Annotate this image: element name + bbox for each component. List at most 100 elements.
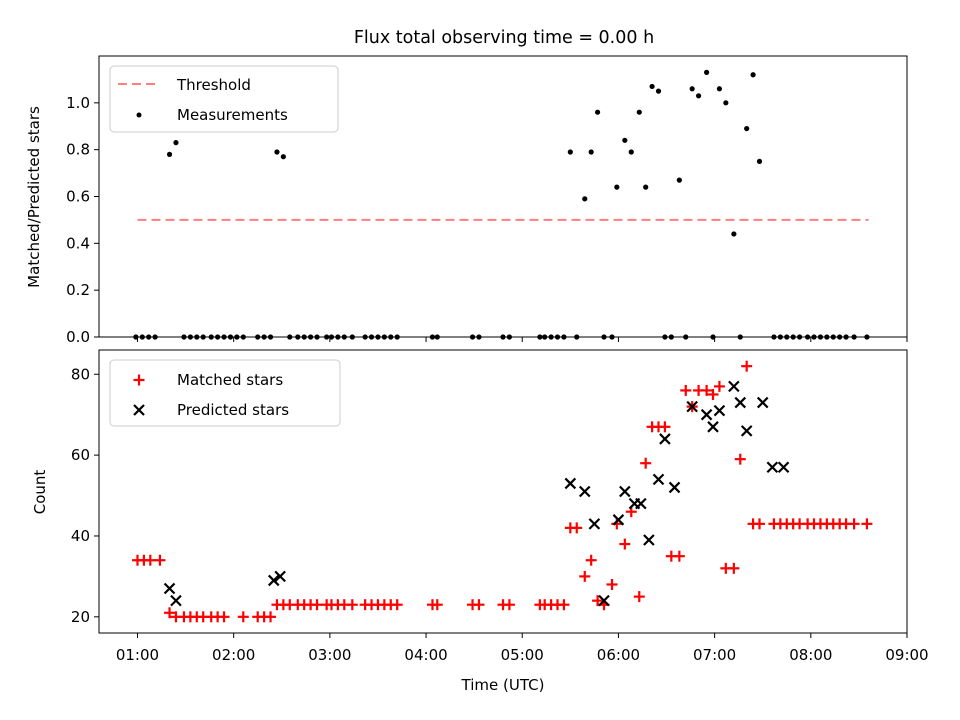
bottom-plot-frame [98, 349, 908, 634]
predicted-star-point [598, 594, 610, 607]
measurement-point [582, 196, 588, 202]
matched-star-point [680, 384, 692, 396]
bottom-legend: Matched stars Predicted stars [109, 359, 341, 427]
chart-title: Flux total observing time = 0.00 h [354, 28, 654, 48]
legend-predicted-marker [133, 404, 145, 416]
predicted-star-point [564, 477, 577, 490]
top-y-tick-label: 0.0 [66, 328, 90, 346]
legend-predicted-label: Predicted stars [177, 401, 289, 419]
measurement-point [695, 93, 702, 99]
bottom-x-tick-label: 09:00 [885, 646, 928, 664]
bottom-x-tick-label: 06:00 [597, 646, 640, 664]
matched-star-point [619, 538, 631, 550]
matched-star-point [848, 518, 860, 530]
matched-star-point [701, 384, 713, 396]
bottom-y-tick-label: 80 [71, 365, 90, 383]
predicted-star-point [668, 481, 681, 494]
matched-star-point [640, 457, 652, 469]
measurement-point [274, 149, 280, 155]
matched-star-point [754, 518, 766, 530]
predicted-star-point [728, 380, 740, 393]
matched-star-point [579, 570, 591, 582]
measurement-point [588, 149, 594, 155]
matched-star-point [144, 554, 156, 566]
predicted-star-point [163, 582, 176, 595]
matched-star-point [346, 599, 358, 611]
matched-star-point [558, 599, 570, 611]
measurement-point [567, 149, 573, 155]
legend-threshold-label: Threshold [176, 76, 251, 94]
measurement-point [166, 151, 173, 157]
measurement-point [643, 184, 649, 190]
matched-star-point [391, 599, 403, 611]
predicted-star-point [766, 461, 779, 474]
predicted-star-point [777, 461, 790, 474]
matched-star-point [154, 554, 166, 566]
measurement-point [280, 154, 286, 160]
measurement-point [636, 109, 642, 115]
legend-measurements-label: Measurements [177, 106, 288, 124]
matched-star-point [606, 578, 618, 590]
matched-star-point [728, 562, 740, 574]
matched-star-point [311, 599, 323, 611]
predicted-star-point [652, 473, 665, 486]
predicted-star-point [713, 404, 726, 417]
matched-star-point [592, 595, 604, 607]
predicted-star-point [643, 534, 655, 546]
predicted-star-point [756, 396, 769, 409]
matched-stars-points [131, 360, 873, 623]
top-legend: Threshold Measurements [109, 65, 339, 133]
top-y-tick-label: 0.2 [66, 281, 90, 299]
top-legend-box [109, 65, 339, 133]
matched-star-point [633, 591, 645, 603]
matched-star-point [218, 611, 230, 623]
matched-star-point [707, 388, 719, 400]
bottom-x-tick-label: 07:00 [693, 646, 736, 664]
top-y-tick-label: 0.8 [66, 141, 90, 159]
predicted-star-point [274, 570, 286, 583]
matched-star-point [659, 421, 671, 433]
predicted-star-point [734, 396, 747, 409]
predicted-star-point [700, 408, 713, 421]
legend-matched-marker [133, 374, 145, 386]
top-y-tick-label: 0.4 [66, 234, 90, 252]
bottom-x-tick-label: 02:00 [212, 646, 255, 664]
measurement-point [676, 177, 682, 183]
predicted-star-point [612, 514, 625, 526]
predicted-star-point [659, 433, 671, 445]
measurement-point [594, 109, 601, 115]
bottom-x-tick-label: 03:00 [308, 646, 351, 664]
predicted-star-point [686, 400, 698, 413]
top-y-ticks: 0.0 0.2 0.4 0.6 0.8 1.0 [66, 94, 99, 346]
matched-star-point [265, 611, 277, 623]
predicted-star-point [578, 485, 591, 498]
measurement-point [750, 72, 756, 78]
matched-star-point [431, 599, 443, 611]
bottom-x-tick-label: 05:00 [501, 646, 544, 664]
bottom-legend-box [109, 359, 341, 427]
measurement-point [173, 140, 179, 146]
measurement-point [756, 158, 763, 164]
matched-star-point [741, 360, 753, 372]
bottom-y-axis-label: Count [31, 470, 49, 515]
matched-star-point [473, 599, 485, 611]
matched-star-point [861, 518, 873, 530]
measurement-point [744, 125, 750, 132]
predicted-star-point [635, 497, 647, 510]
bottom-x-tick-label: 04:00 [404, 646, 447, 664]
matched-star-point [673, 550, 685, 562]
measurement-point [689, 86, 695, 92]
measurement-point [649, 83, 655, 90]
measurement-point [723, 100, 729, 106]
predicted-star-point [267, 574, 280, 587]
legend-matched-swatch [133, 374, 145, 386]
bottom-x-tick-label: 01:00 [116, 646, 159, 664]
predicted-star-point [707, 421, 719, 433]
legend-matched-label: Matched stars [177, 371, 283, 389]
top-x-ticks [136, 337, 908, 342]
measurement-point [614, 184, 620, 190]
matched-star-point [503, 599, 515, 611]
measurement-points [133, 69, 870, 340]
matched-star-point [571, 522, 583, 534]
